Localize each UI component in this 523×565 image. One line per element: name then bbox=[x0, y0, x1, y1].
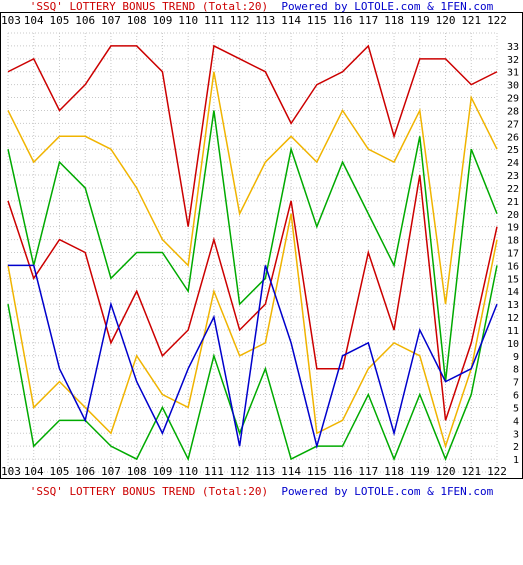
x-tick-label: 116 bbox=[333, 14, 353, 27]
y-tick-label: 8 bbox=[513, 365, 519, 376]
x-tick-label: 105 bbox=[50, 465, 70, 478]
x-tick-label: 110 bbox=[178, 465, 198, 478]
y-tick-label: 21 bbox=[507, 197, 519, 208]
series-line bbox=[7, 71, 498, 305]
y-tick-label: 27 bbox=[507, 119, 519, 130]
y-tick-label: 12 bbox=[507, 313, 519, 324]
x-tick-label: 115 bbox=[307, 14, 327, 27]
y-tick-label: 11 bbox=[507, 326, 519, 337]
y-tick-label: 3 bbox=[513, 429, 519, 440]
x-tick-label: 107 bbox=[101, 465, 121, 478]
y-tick-label: 19 bbox=[507, 223, 519, 234]
y-tick-label: 6 bbox=[513, 391, 519, 402]
series-line bbox=[7, 213, 498, 449]
y-tick-labels: 1234567891011121314151617181920212223242… bbox=[507, 42, 519, 466]
x-tick-label: 121 bbox=[461, 465, 481, 478]
x-tick-label: 115 bbox=[307, 465, 327, 478]
y-tick-label: 14 bbox=[507, 287, 519, 298]
y-tick-label: 1 bbox=[513, 455, 519, 466]
x-tick-label: 110 bbox=[178, 14, 198, 27]
y-tick-label: 7 bbox=[513, 378, 519, 389]
x-tick-label: 113 bbox=[255, 465, 275, 478]
x-tick-label: 114 bbox=[281, 465, 301, 478]
y-tick-label: 17 bbox=[507, 249, 519, 260]
x-tick-label: 108 bbox=[127, 465, 147, 478]
y-tick-label: 32 bbox=[507, 55, 519, 66]
y-tick-label: 33 bbox=[507, 42, 519, 53]
x-tick-label: 104 bbox=[24, 465, 44, 478]
y-tick-label: 13 bbox=[507, 300, 519, 311]
series-lines bbox=[7, 44, 498, 462]
grid-lines bbox=[7, 32, 498, 473]
x-tick-label: 109 bbox=[152, 14, 172, 27]
x-tick-label: 118 bbox=[384, 465, 404, 478]
x-tick-label: 106 bbox=[75, 14, 95, 27]
y-tick-label: 26 bbox=[507, 132, 519, 143]
caption-title: 'SSQ' LOTTERY BONUS TREND (Total:20) bbox=[29, 485, 269, 498]
x-tick-label: 122 bbox=[487, 465, 507, 478]
y-tick-label: 2 bbox=[513, 442, 519, 453]
y-tick-label: 15 bbox=[507, 274, 519, 285]
y-tick-label: 23 bbox=[507, 171, 519, 182]
y-tick-label: 28 bbox=[507, 106, 519, 117]
y-tick-label: 5 bbox=[513, 403, 519, 414]
y-tick-label: 30 bbox=[507, 81, 519, 92]
x-tick-label: 120 bbox=[436, 465, 456, 478]
x-tick-label: 122 bbox=[487, 14, 507, 27]
y-tick-label: 10 bbox=[507, 339, 519, 350]
x-tick-label: 107 bbox=[101, 14, 121, 27]
x-tick-label: 104 bbox=[24, 14, 44, 27]
series-line bbox=[8, 264, 498, 450]
chart-caption-bottom: 'SSQ' LOTTERY BONUS TREND (Total:20) Pow… bbox=[0, 485, 523, 499]
x-tick-label: 112 bbox=[230, 14, 250, 27]
series-line bbox=[7, 265, 498, 462]
y-tick-label: 4 bbox=[513, 416, 519, 427]
y-tick-label: 29 bbox=[507, 94, 519, 105]
y-tick-label: 31 bbox=[507, 68, 519, 79]
y-tick-label: 9 bbox=[513, 352, 519, 363]
x-tick-label: 118 bbox=[384, 14, 404, 27]
x-tick-label: 105 bbox=[50, 14, 70, 27]
bonus-trend-chart: 1031031041041051051061061071071081081091… bbox=[0, 12, 523, 479]
y-tick-label: 25 bbox=[507, 145, 519, 156]
y-tick-label: 20 bbox=[507, 210, 519, 221]
caption-powered-by: Powered by LOTOLE.com & 1FEN.com bbox=[281, 0, 494, 13]
x-tick-label: 103 bbox=[1, 465, 21, 478]
x-tick-label: 119 bbox=[410, 14, 430, 27]
series-line bbox=[7, 174, 498, 421]
y-tick-label: 22 bbox=[507, 184, 519, 195]
x-tick-label: 109 bbox=[152, 465, 172, 478]
x-tick-label: 111 bbox=[204, 465, 224, 478]
x-tick-labels: 1031031041041051051061061071071081081091… bbox=[1, 14, 507, 478]
y-tick-label: 16 bbox=[507, 261, 519, 272]
x-tick-label: 117 bbox=[358, 14, 378, 27]
x-tick-label: 106 bbox=[75, 465, 95, 478]
x-tick-label: 103 bbox=[1, 14, 21, 27]
x-tick-label: 108 bbox=[127, 14, 147, 27]
x-tick-label: 113 bbox=[255, 14, 275, 27]
series-line bbox=[7, 110, 498, 382]
x-tick-label: 120 bbox=[436, 14, 456, 27]
x-tick-label: 119 bbox=[410, 465, 430, 478]
x-tick-label: 112 bbox=[230, 465, 250, 478]
chart-caption-top: 'SSQ' LOTTERY BONUS TREND (Total:20) Pow… bbox=[0, 0, 523, 14]
x-tick-label: 116 bbox=[333, 465, 353, 478]
y-tick-label: 24 bbox=[507, 158, 519, 169]
caption-title: 'SSQ' LOTTERY BONUS TREND (Total:20) bbox=[29, 0, 269, 13]
x-tick-label: 114 bbox=[281, 14, 301, 27]
x-tick-label: 111 bbox=[204, 14, 224, 27]
caption-powered-by: Powered by LOTOLE.com & 1FEN.com bbox=[281, 485, 494, 498]
x-tick-label: 121 bbox=[461, 14, 481, 27]
y-tick-label: 18 bbox=[507, 236, 519, 247]
series-line bbox=[7, 44, 498, 227]
x-tick-label: 117 bbox=[358, 465, 378, 478]
